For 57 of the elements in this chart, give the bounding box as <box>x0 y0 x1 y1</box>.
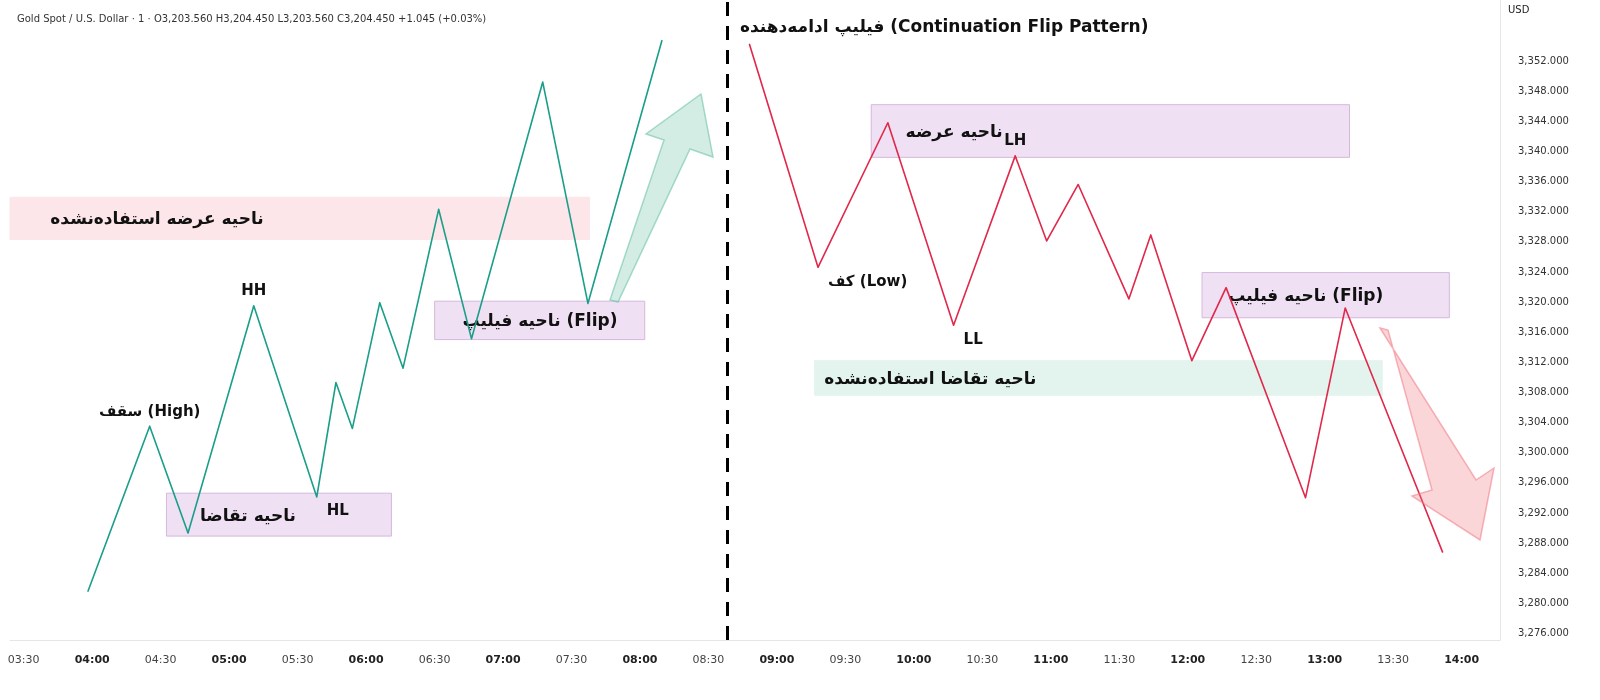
annotation: سقف (High) <box>98 401 201 420</box>
annotation: کف (Low) <box>828 271 908 290</box>
line-series <box>748 43 1444 553</box>
x-tick-label: 09:00 <box>759 653 795 666</box>
y-tick-label: 3,300.000 <box>1518 446 1569 458</box>
x-tick-label: 14:00 <box>1444 653 1480 666</box>
y-tick-label: 3,324.000 <box>1518 265 1569 277</box>
band-label: ناحیه عرضه <box>905 121 1003 143</box>
x-tick-label: 08:30 <box>692 653 725 666</box>
y-tick-label: 3,308.000 <box>1518 386 1569 398</box>
x-tick-label: 08:00 <box>622 653 658 666</box>
text: Gold Spot / U.S. Dollar · 1 · O3,203.560 H3,204.450 L3,203.560 C3,204.450 +1.045 (+0.03%) <box>17 12 487 24</box>
x-tick-label: 12:30 <box>1240 653 1273 666</box>
y-tick-label: 3,296.000 <box>1518 476 1569 488</box>
band-label: ناحیه فیلیپ (Flip) <box>1228 285 1384 307</box>
x-tick-label: 13:30 <box>1377 653 1410 666</box>
annotation: LL <box>963 329 984 348</box>
y-tick-label: 3,332.000 <box>1518 205 1569 217</box>
band-label: ناحیه عرضه استفاده‌نشده <box>50 208 264 230</box>
annotation: HH <box>241 281 267 300</box>
y-tick-label: 3,336.000 <box>1518 175 1569 187</box>
x-tick-label: 07:00 <box>485 653 521 666</box>
x-tick-label: 03:30 <box>7 653 40 666</box>
x-tick-label: 13:00 <box>1307 653 1343 666</box>
y-tick-label: 3,348.000 <box>1518 84 1569 96</box>
y-tick-label: 3,304.000 <box>1518 416 1569 428</box>
y-tick-label: 3,284.000 <box>1518 566 1569 578</box>
text: فیلیپ ادامه‌دهنده (Continuation Flip Pattern) <box>740 15 1149 37</box>
y-tick-label: 3,280.000 <box>1518 596 1569 608</box>
band-label: ناحیه تقاضا استفاده‌نشده <box>824 367 1037 388</box>
x-tick-label: 04:00 <box>74 653 111 666</box>
x-tick-label: 06:30 <box>418 653 451 666</box>
y-tick-label: 3,312.000 <box>1518 355 1569 367</box>
y-tick-label: 3,344.000 <box>1518 114 1569 126</box>
y-tick-label: 3,328.000 <box>1518 235 1569 247</box>
band-label: ناحیه تقاضا <box>199 504 296 525</box>
x-tick-label: 11:30 <box>1103 653 1136 666</box>
x-tick-label: 07:30 <box>555 653 588 666</box>
y-tick-label: 3,292.000 <box>1518 506 1569 518</box>
x-tick-label: 10:00 <box>896 653 932 666</box>
x-tick-label: 05:00 <box>211 653 247 666</box>
y-tick-label: 3,316.000 <box>1518 325 1569 337</box>
x-tick-label: 04:30 <box>144 653 177 666</box>
x-tick-label: 05:30 <box>281 653 314 666</box>
x-tick-label: 10:30 <box>966 653 999 666</box>
y-tick-label: 3,352.000 <box>1518 54 1569 66</box>
annotation: HL <box>326 501 350 520</box>
x-tick-label: 11:00 <box>1033 653 1069 666</box>
y-tick-label: 3,276.000 <box>1518 626 1569 638</box>
x-tick-label: 09:30 <box>829 653 862 666</box>
y-tick-label: 3,288.000 <box>1518 536 1569 548</box>
y-tick-label: 3,320.000 <box>1518 295 1569 307</box>
annotation: LH <box>1004 131 1027 150</box>
y-tick-label: 3,340.000 <box>1518 145 1569 157</box>
x-tick-label: 12:00 <box>1170 653 1206 666</box>
x-tick-label: 06:00 <box>348 653 384 666</box>
y-axis-title: USD <box>1508 3 1530 15</box>
